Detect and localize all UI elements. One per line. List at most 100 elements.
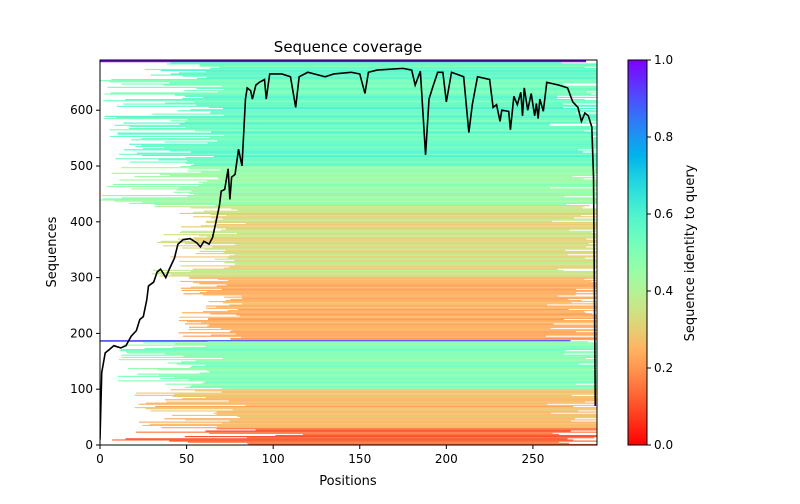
heatmap-row	[166, 401, 585, 403]
heatmap-row	[207, 341, 589, 343]
heatmap-row	[164, 418, 575, 420]
heatmap-row	[157, 369, 593, 371]
heatmap-row	[182, 75, 597, 77]
heatmap-row	[145, 408, 597, 410]
heatmap-row	[195, 360, 597, 362]
heatmap-row	[226, 284, 597, 286]
heatmap-row	[181, 289, 597, 291]
heatmap-row	[185, 162, 597, 164]
heatmap-row	[123, 122, 597, 124]
heatmap-row	[241, 336, 597, 338]
heatmap-row	[221, 288, 577, 290]
heatmap-row	[208, 324, 597, 326]
heatmap-row	[131, 139, 597, 141]
heatmap-row	[135, 145, 597, 148]
heatmap-row	[221, 391, 597, 393]
heatmap-row	[131, 188, 597, 190]
heatmap-row	[221, 85, 597, 87]
heatmap-row	[211, 217, 574, 219]
heatmap-row	[190, 207, 583, 209]
heatmap-row	[211, 131, 597, 133]
coverage-heatmap	[100, 60, 597, 445]
heatmap-row	[179, 231, 592, 233]
heatmap-row	[213, 412, 552, 414]
heatmap-row	[153, 269, 564, 271]
heatmap-row	[121, 356, 597, 358]
heatmap-row	[196, 87, 597, 90]
heatmap-row	[179, 212, 597, 214]
heatmap-row	[210, 334, 597, 336]
heatmap-row	[189, 385, 597, 387]
heatmap-row	[165, 102, 597, 104]
heatmap-row	[190, 164, 597, 167]
heatmap-row	[159, 275, 597, 277]
heatmap-row	[164, 141, 597, 143]
heatmap-row	[193, 211, 597, 213]
heatmap-row	[247, 442, 570, 444]
heatmap-row	[100, 340, 571, 342]
heatmap-row	[117, 133, 597, 135]
heatmap-row	[111, 172, 597, 174]
heatmap-row	[242, 297, 597, 299]
heatmap-row	[213, 155, 597, 158]
heatmap-row	[199, 64, 597, 66]
heatmap-row	[184, 323, 554, 325]
heatmap-row	[255, 429, 597, 431]
heatmap-row	[234, 259, 597, 261]
heatmap-row	[191, 384, 597, 386]
heatmap-row	[223, 114, 597, 116]
colorbar-tick-label: 0.0	[654, 438, 673, 452]
heatmap-row	[302, 433, 559, 435]
heatmap-row	[216, 306, 597, 308]
heatmap-row	[165, 399, 597, 401]
heatmap-row	[188, 326, 597, 328]
heatmap-row	[178, 332, 597, 334]
heatmap-row	[178, 72, 597, 74]
heatmap-row	[180, 265, 597, 267]
heatmap-row	[170, 256, 597, 258]
heatmap-row	[101, 195, 597, 197]
heatmap-row	[109, 81, 597, 83]
heatmap-row	[170, 120, 597, 122]
heatmap-row	[217, 140, 597, 142]
heatmap-row	[215, 205, 590, 207]
heatmap-row	[198, 184, 597, 187]
heatmap-row	[248, 443, 597, 445]
heatmap-row	[205, 430, 571, 432]
y-tick-label: 500	[70, 159, 93, 173]
chart-title: Sequence coverage	[274, 38, 422, 56]
heatmap-row	[142, 148, 597, 150]
heatmap-row	[183, 355, 597, 357]
heatmap-row	[209, 112, 576, 114]
heatmap-row	[196, 77, 597, 79]
heatmap-row	[113, 183, 597, 185]
heatmap-row	[118, 359, 597, 361]
heatmap-row	[175, 343, 597, 345]
heatmap-row	[199, 250, 597, 252]
heatmap-row	[195, 253, 597, 255]
heatmap-row	[171, 414, 597, 416]
x-tick-label: 100	[262, 452, 285, 466]
x-axis-label: Positions	[319, 474, 377, 489]
x-tick-label: 50	[179, 452, 194, 466]
heatmap-row	[230, 337, 597, 339]
heatmap-row	[224, 296, 597, 298]
heatmap-row	[230, 298, 569, 300]
heatmap-row	[198, 181, 597, 183]
x-tick-label: 150	[348, 452, 371, 466]
heatmap-row	[187, 441, 559, 443]
heatmap-row	[217, 91, 587, 93]
heatmap-row	[203, 210, 597, 212]
heatmap-row	[109, 135, 593, 137]
heatmap-row	[142, 424, 597, 427]
heatmap-row	[231, 208, 597, 210]
heatmap-row	[193, 282, 597, 284]
heatmap-row	[191, 365, 597, 367]
heatmap-row	[117, 380, 597, 382]
heatmap-row	[163, 245, 597, 247]
heatmap-row	[224, 261, 597, 264]
heatmap-row	[208, 301, 597, 303]
heatmap-row	[193, 216, 597, 218]
heatmap-row	[179, 260, 597, 262]
heatmap-row	[236, 232, 597, 235]
